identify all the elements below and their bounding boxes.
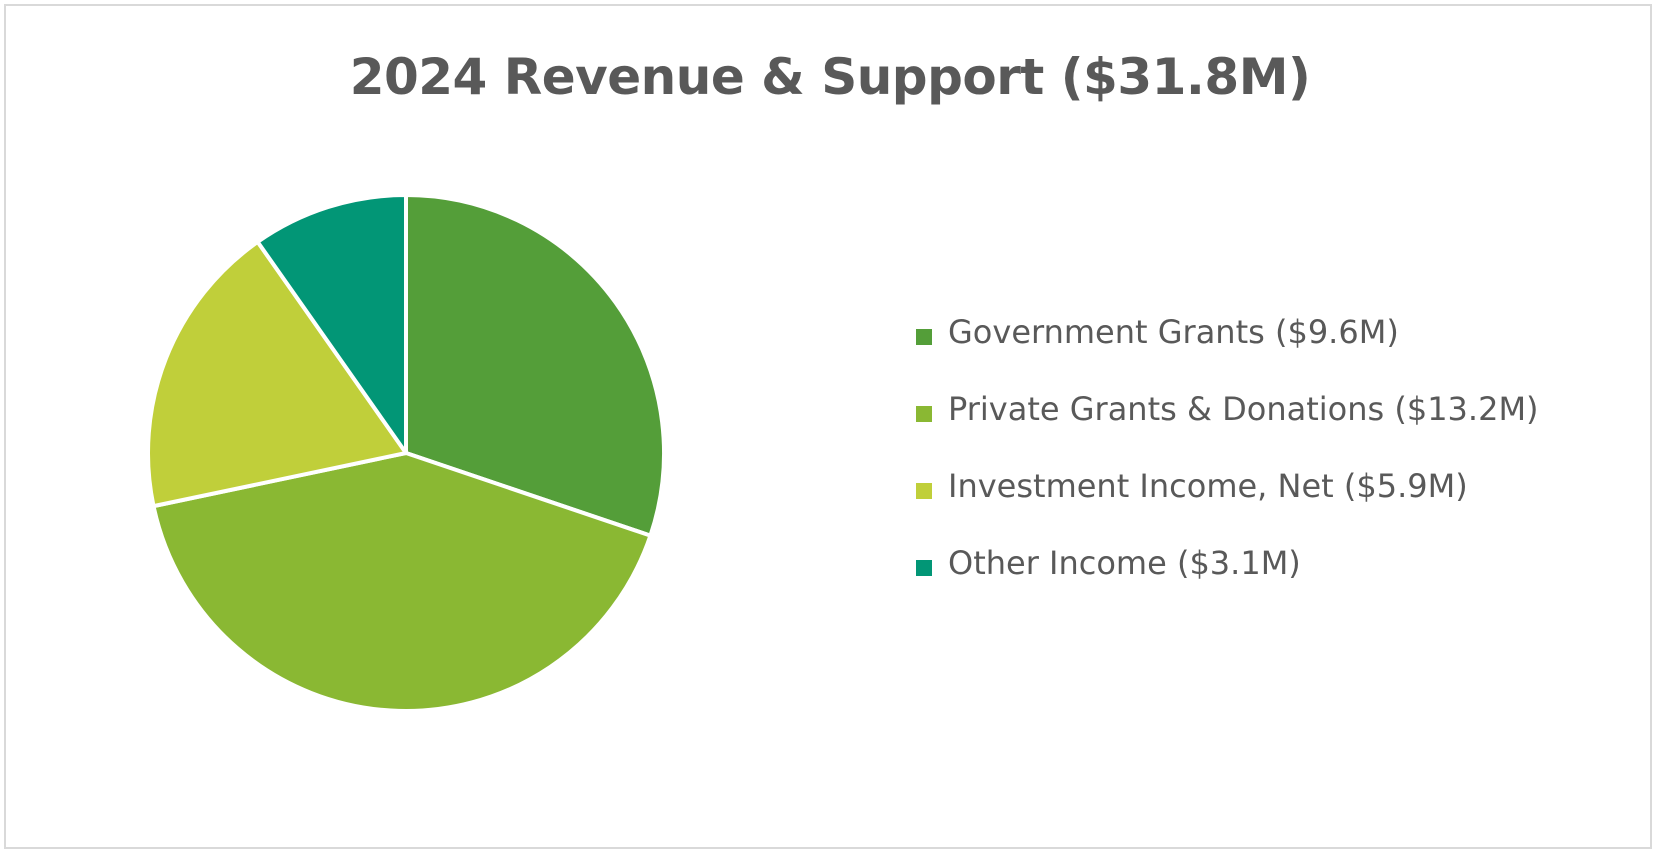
chart-title: 2024 Revenue & Support ($31.8M) — [349, 48, 1311, 106]
pie-chart — [146, 193, 666, 713]
legend-item: Investment Income, Net ($5.9M) — [916, 467, 1539, 544]
pie-slice — [404, 193, 666, 538]
legend: Government Grants ($9.6M) Private Grants… — [916, 313, 1539, 621]
legend-item: Other Income ($3.1M) — [916, 544, 1539, 621]
legend-swatch — [916, 560, 932, 576]
legend-label: Government Grants ($9.6M) — [948, 313, 1399, 351]
chart-frame: 2024 Revenue & Support ($31.8M) Governme… — [4, 4, 1652, 849]
legend-label: Investment Income, Net ($5.9M) — [948, 467, 1468, 505]
legend-label: Private Grants & Donations ($13.2M) — [948, 390, 1539, 428]
legend-swatch — [916, 483, 932, 499]
legend-item: Government Grants ($9.6M) — [916, 313, 1539, 390]
pie-slice — [255, 193, 408, 455]
legend-label: Other Income ($3.1M) — [948, 544, 1301, 582]
pie-slices — [146, 193, 666, 713]
pie-slice — [151, 451, 653, 713]
legend-swatch — [916, 329, 932, 345]
legend-swatch — [916, 406, 932, 422]
pie-slice — [146, 239, 408, 509]
legend-item: Private Grants & Donations ($13.2M) — [916, 390, 1539, 467]
